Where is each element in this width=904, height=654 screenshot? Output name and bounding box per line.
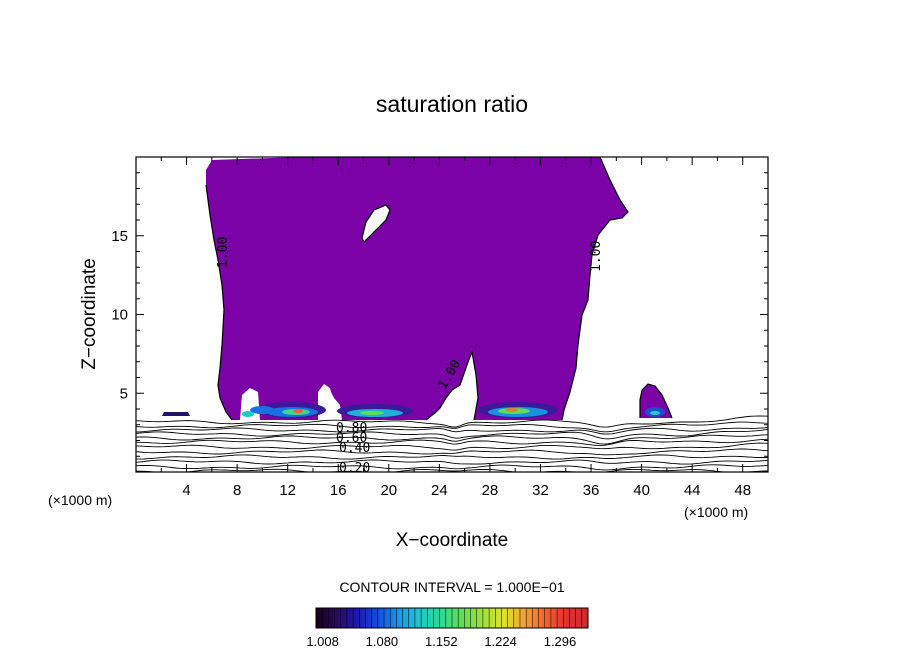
- y-tick-label: 10: [111, 307, 128, 324]
- lower-contour-line: [136, 464, 768, 471]
- lower-contour-line: [136, 448, 768, 456]
- lower-contour-line: [136, 427, 768, 435]
- chart-title: saturation ratio: [376, 91, 528, 117]
- x-unit-right: (×1000 m): [684, 504, 748, 520]
- y-tick-label: 15: [111, 228, 128, 245]
- saturated-region-main: [206, 157, 628, 420]
- colorbar-label: 1.224: [484, 634, 517, 649]
- x-tick-label: 44: [684, 482, 701, 499]
- x-axis-label: X−coordinate: [396, 530, 509, 551]
- lower-contour-line: [136, 438, 768, 446]
- lower-contour-line: [136, 428, 768, 440]
- colorbar-label: 1.008: [306, 634, 339, 649]
- contour-interval-text: CONTOUR INTERVAL = 1.000E−01: [339, 579, 564, 595]
- x-tick-label: 24: [431, 482, 448, 499]
- y-tick-label: 5: [120, 385, 128, 402]
- contour-label: 0.80: [336, 421, 367, 436]
- x-tick-label: 28: [482, 482, 499, 499]
- colorbar-label: 1.152: [425, 634, 458, 649]
- x-tick-label: 12: [279, 482, 296, 499]
- x-tick-label: 48: [734, 482, 751, 499]
- y-axis-label: Z−coordinate: [79, 258, 100, 369]
- lower-contour-line: [136, 459, 768, 465]
- x-tick-labels: 4 8 12 16 20 24 28 32 36 40 44 48: [182, 482, 751, 499]
- contour-label: 1.00: [216, 237, 231, 268]
- lower-contour-lines: [136, 415, 768, 472]
- x-tick-label: 40: [633, 482, 650, 499]
- contour-label: 0.60: [336, 431, 367, 446]
- x-tick-label: 20: [380, 482, 397, 499]
- lower-contour-line: [136, 434, 768, 445]
- x-tick-label: 8: [233, 482, 241, 499]
- contour-label: 0.40: [339, 441, 370, 456]
- contour-label: 0.20: [339, 461, 370, 476]
- colorbar-labels: 1.008 1.080 1.152 1.224 1.296: [306, 634, 576, 649]
- contour-label: 1.00: [589, 241, 604, 272]
- x-tick-label: 4: [182, 482, 190, 499]
- lower-contour-line: [136, 454, 768, 460]
- x-tick-label: 32: [532, 482, 549, 499]
- y-tick-labels: 5 10 15: [111, 228, 128, 403]
- high-saturation-patches: [242, 402, 665, 418]
- saturated-region-left-blob: [162, 412, 190, 416]
- lower-contour-line: [136, 421, 768, 433]
- x-tick-label: 16: [330, 482, 347, 499]
- lower-contour-line: [136, 415, 768, 428]
- lower-contour-line: [136, 468, 768, 472]
- contour-labels: 1.00 1.00 1.00 0.80 0.60 0.40 0.20: [216, 237, 604, 476]
- contour-lines-1-00: [205, 157, 673, 421]
- colorbar-ticks: [315, 608, 589, 628]
- colorbar-label: 1.296: [544, 634, 577, 649]
- x-tick-label: 36: [583, 482, 600, 499]
- x-unit-left: (×1000 m): [48, 492, 112, 508]
- axis-ticks: [135, 156, 769, 473]
- lower-contour-line: [136, 442, 768, 451]
- colorbar-label: 1.080: [366, 634, 399, 649]
